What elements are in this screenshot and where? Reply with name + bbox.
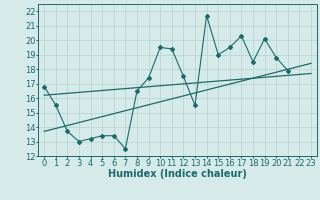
X-axis label: Humidex (Indice chaleur): Humidex (Indice chaleur) (108, 169, 247, 179)
